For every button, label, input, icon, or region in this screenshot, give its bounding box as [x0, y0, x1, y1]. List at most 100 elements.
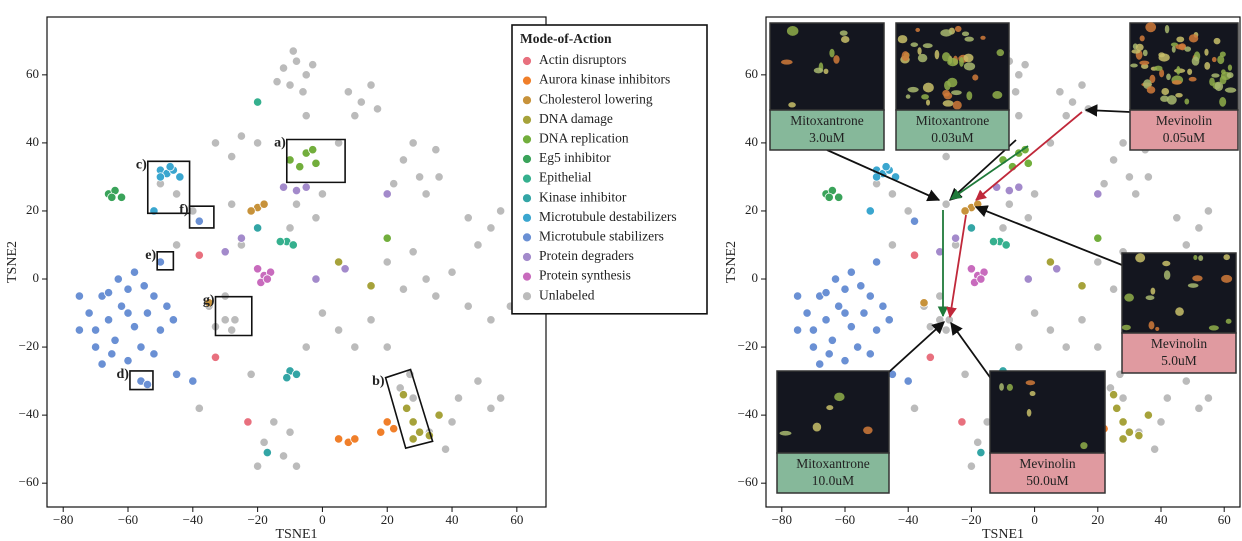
point [409, 139, 417, 147]
point [1056, 88, 1064, 96]
x-tick-label: −40 [898, 512, 918, 527]
point [244, 418, 252, 426]
point [279, 64, 287, 72]
point [409, 248, 417, 256]
x-tick-label: −20 [247, 512, 267, 527]
point [390, 425, 398, 433]
point [221, 316, 229, 324]
point [1084, 105, 1092, 113]
point [292, 370, 300, 378]
cell [1165, 25, 1169, 33]
cell [1176, 36, 1184, 42]
point [367, 282, 375, 290]
point [432, 292, 440, 300]
inset: Mitoxantrone0.03uM [896, 23, 1009, 150]
point [114, 275, 122, 283]
cell [1228, 64, 1232, 70]
point [189, 377, 197, 385]
point [286, 224, 294, 232]
point [435, 411, 443, 419]
cell [1204, 62, 1210, 70]
point [432, 146, 440, 154]
inset: Mitoxantrone3.0uM [770, 23, 884, 150]
cell [940, 29, 952, 36]
point [383, 418, 391, 426]
point [130, 322, 138, 330]
point [344, 88, 352, 96]
point [872, 258, 880, 266]
legend-swatch [523, 115, 532, 124]
point [318, 190, 326, 198]
cell [834, 393, 844, 402]
arrow [950, 215, 966, 317]
y-tick-label: 60 [26, 66, 39, 81]
cell [1212, 57, 1217, 62]
point [270, 418, 278, 426]
cell [1161, 88, 1169, 95]
cell [935, 50, 940, 60]
cell [1221, 275, 1232, 283]
inset-dose: 5.0uM [1161, 353, 1197, 368]
point [942, 326, 950, 334]
point [822, 316, 830, 324]
y-tick-label: −60 [738, 474, 758, 489]
point [910, 217, 918, 225]
point [825, 350, 833, 358]
x-tick-label: 0 [319, 512, 326, 527]
point [260, 200, 268, 208]
point [292, 462, 300, 470]
point [1015, 343, 1023, 351]
point [1119, 418, 1127, 426]
cell [910, 42, 918, 47]
point [822, 288, 830, 296]
region-label: d) [116, 367, 129, 382]
point [1173, 214, 1181, 222]
point [373, 105, 381, 113]
point [286, 81, 294, 89]
y-tick-label: −20 [738, 338, 758, 353]
x-axis-label: TSNE1 [276, 527, 318, 541]
point [1182, 241, 1190, 249]
cell [944, 93, 953, 100]
cell [926, 99, 930, 105]
cell [999, 383, 1004, 391]
region-label: g) [203, 293, 215, 308]
point [847, 322, 855, 330]
cell [1155, 327, 1159, 331]
cell [947, 78, 957, 87]
cell [962, 31, 969, 36]
point [309, 60, 317, 68]
legend-swatch [523, 272, 532, 281]
cell [1145, 22, 1156, 32]
region-label: e) [145, 248, 156, 263]
cell [1175, 44, 1185, 50]
cell [1164, 270, 1170, 280]
point [866, 292, 874, 300]
point [289, 47, 297, 55]
point [1078, 282, 1086, 290]
region-label: b) [372, 374, 385, 389]
point [951, 234, 959, 242]
point [1024, 214, 1032, 222]
point [227, 152, 235, 160]
region-label: c) [136, 157, 147, 172]
point [1002, 241, 1010, 249]
region-label: f) [179, 202, 189, 217]
point [841, 285, 849, 293]
point [860, 309, 868, 317]
point [879, 302, 887, 310]
point [872, 326, 880, 334]
cell [1189, 77, 1197, 82]
point [989, 237, 997, 245]
y-tick-label: −60 [19, 474, 39, 489]
legend-label: Aurora kinase inhibitors [539, 72, 670, 87]
legend-swatch [523, 253, 532, 262]
point [237, 234, 245, 242]
point [888, 190, 896, 198]
point [1015, 71, 1023, 79]
legend-swatch [523, 57, 532, 66]
point [967, 265, 975, 273]
point [942, 200, 950, 208]
point [409, 418, 417, 426]
point [383, 234, 391, 242]
